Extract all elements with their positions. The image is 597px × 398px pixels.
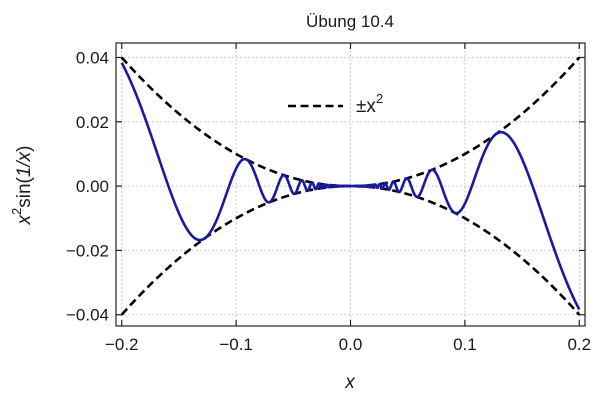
y-axis-ticks: 0.04 0.02 0.00 −0.02 −0.04 [66, 48, 585, 325]
y-axis-label-exponent: 2 [9, 208, 24, 215]
legend-label-text: ±x [356, 96, 376, 117]
y-tick-label: 0.04 [76, 48, 109, 67]
y-tick-label: −0.02 [66, 241, 109, 260]
x-tick-label: 0.2 [567, 335, 591, 354]
x-tick-label: 0.1 [453, 335, 477, 354]
envelope-upper [120, 56, 581, 188]
y-axis-label-argument: 1/x [14, 150, 35, 177]
y-axis-label-close: ) [14, 145, 35, 151]
x-axis-label: x [344, 372, 356, 393]
legend-label-exponent: 2 [376, 91, 383, 106]
y-axis-label-base: x [14, 214, 35, 226]
x-tick-label: −0.2 [105, 335, 139, 354]
chart-title: Übung 10.4 [306, 12, 394, 31]
x-tick-label: −0.1 [219, 335, 253, 354]
function-curve [120, 61, 581, 311]
y-tick-label: −0.04 [66, 306, 109, 325]
legend: ±x2 [288, 91, 383, 117]
grid [116, 43, 585, 326]
y-tick-label: 0.00 [76, 177, 109, 196]
x-tick-label: 0.0 [339, 335, 363, 354]
legend-label-envelope: ±x2 [356, 91, 383, 117]
curve-x2-sin-1-over-x [120, 61, 581, 311]
y-tick-label: 0.02 [76, 113, 109, 132]
x-axis-ticks: −0.2 −0.1 0.0 0.1 0.2 [105, 43, 591, 354]
y-axis-label: x2sin(1/x) [9, 145, 35, 225]
y-axis-label-function: sin( [14, 177, 35, 208]
